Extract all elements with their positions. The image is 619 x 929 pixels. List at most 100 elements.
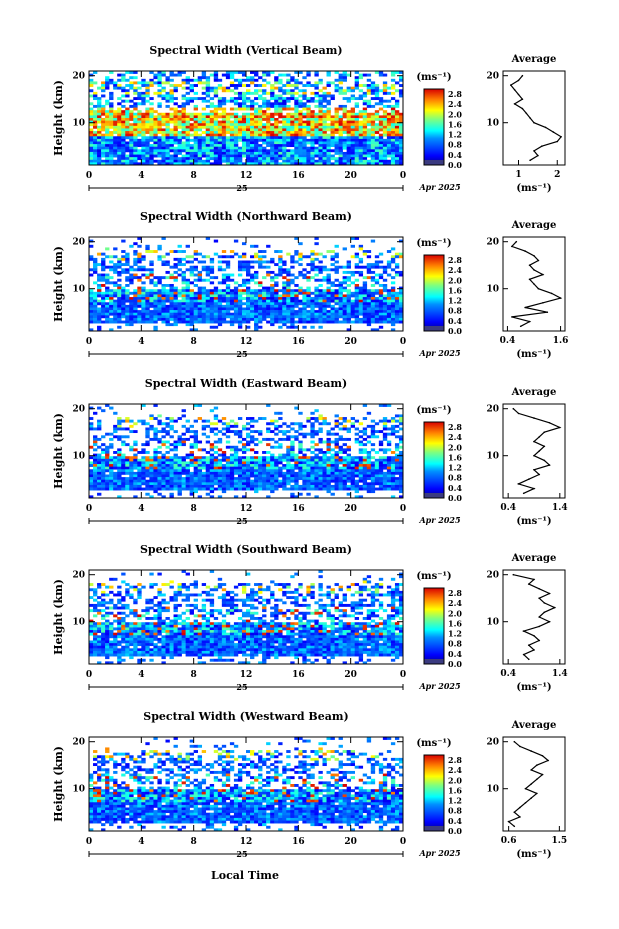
average-profile-point — [528, 478, 530, 481]
avg-x-tick-label: 1.6 — [553, 336, 569, 346]
average-frame — [502, 70, 566, 166]
average-profile-point — [533, 635, 535, 637]
x-tick-label: 0 — [400, 504, 406, 514]
average-profile-point — [533, 487, 535, 490]
x-tick-label: 16 — [292, 670, 305, 680]
average-profile-point — [536, 778, 538, 781]
colorbar — [424, 422, 444, 498]
y-tick-label: 20 — [72, 571, 85, 581]
average-xlabel: (ms⁻¹) — [516, 682, 551, 693]
colorbar — [424, 89, 444, 165]
colorbar-tick-label: 2.4 — [448, 765, 462, 775]
avg-x-tick-label: 0.4 — [500, 503, 516, 513]
avg-y-tick-label: 20 — [486, 571, 499, 581]
average-profile-point — [521, 74, 524, 77]
avg-x-tick-label: 0.6 — [501, 836, 517, 846]
colorbar-unit: (ms⁻¹) — [416, 571, 451, 582]
panel-title: Spectral Width (Southward Beam) — [140, 543, 352, 556]
average-profile-point — [538, 588, 540, 590]
heatmap-field — [89, 570, 404, 665]
colorbar-floor — [424, 826, 444, 831]
average-profile-point — [537, 287, 540, 290]
average-profile-point — [543, 611, 546, 614]
average-profile-point — [522, 653, 525, 656]
date-label: Apr 2025 — [418, 515, 461, 525]
colorbar-tick-label: 0.4 — [448, 649, 462, 659]
heatmap-field — [89, 237, 404, 332]
colorbar-tick-label: 1.6 — [448, 452, 462, 462]
colorbar — [424, 255, 444, 331]
colorbar-floor — [424, 326, 444, 331]
average-profile-point — [543, 445, 546, 448]
avg-x-tick-label: 1 — [515, 170, 521, 180]
x-tick-label: 8 — [191, 171, 197, 181]
average-profile-point — [546, 311, 549, 314]
x-tick-label: 20 — [344, 837, 357, 847]
average-profile-line — [513, 574, 557, 660]
average-profile-point — [529, 159, 531, 162]
y-tick-label: 10 — [72, 452, 85, 462]
average-profile-point — [538, 436, 540, 438]
x-tick-label: 0 — [86, 504, 92, 514]
colorbar-tick-label: 0.0 — [448, 326, 462, 336]
average-profile-point — [550, 292, 553, 295]
x-tick-label: 16 — [292, 837, 305, 847]
y-tick-label: 10 — [72, 285, 85, 295]
average-profile-point — [533, 255, 535, 257]
average-profile-point — [524, 306, 526, 309]
date-label: Apr 2025 — [418, 182, 461, 192]
average-profile-point — [517, 483, 520, 485]
average-xlabel: (ms⁻¹) — [516, 183, 551, 194]
average-profile-point — [538, 639, 540, 642]
heatmap-field — [89, 71, 404, 166]
avg-x-tick-label: 1.4 — [552, 503, 568, 513]
x-tick-label: 0 — [86, 337, 92, 347]
average-profile-point — [519, 325, 522, 328]
average-profile-point — [507, 820, 510, 823]
average-profile-point — [512, 407, 515, 410]
average-title: Average — [511, 387, 557, 398]
average-profile-point — [548, 592, 551, 595]
average-profile-point — [524, 250, 526, 252]
average-frame — [502, 569, 566, 665]
average-profile-point — [524, 802, 527, 804]
average-profile-point — [537, 154, 539, 157]
colorbar-tick-label: 0.4 — [448, 316, 462, 326]
beam-panel-3: Spectral Width (Eastward Beam) 20 10 Height… — [52, 377, 568, 527]
average-profile-point — [559, 426, 561, 429]
x-tick-label: 0 — [86, 171, 92, 181]
average-title: Average — [511, 220, 557, 231]
x-tick-label: 4 — [138, 171, 144, 181]
average-profile-point — [513, 103, 516, 105]
y-tick-label: 20 — [72, 405, 85, 415]
average-profile-point — [556, 140, 559, 143]
colorbar-floor — [424, 493, 444, 498]
y-axis-label: Height (km) — [52, 80, 65, 156]
heatmap-field — [89, 737, 404, 832]
avg-y-tick-label: 20 — [486, 72, 499, 82]
average-profile-point — [536, 792, 538, 795]
colorbar-frame — [423, 754, 445, 832]
average-profile-point — [528, 658, 530, 661]
avg-y-tick-label: 10 — [486, 785, 499, 795]
colorbar-frame — [423, 88, 445, 166]
x-tick-label: 12 — [240, 171, 253, 181]
average-xlabel: (ms⁻¹) — [516, 349, 551, 360]
average-profile-point — [533, 121, 535, 124]
average-profile-point — [519, 816, 521, 818]
colorbar-tick-label: 0.0 — [448, 826, 462, 836]
avg-x-tick-label: 2 — [554, 170, 560, 180]
colorbar-tick-label: 2.4 — [448, 432, 462, 442]
x-tick-label: 8 — [191, 504, 197, 514]
average-profile-point — [521, 98, 524, 100]
average-profile-point — [511, 245, 513, 248]
average-profile-point — [541, 773, 544, 776]
beam-panel-5: Spectral Width (Westward Beam) 20 10 Height… — [52, 710, 567, 860]
average-profile-point — [533, 150, 535, 152]
colorbar-tick-label: 2.8 — [448, 89, 462, 99]
average-profile-point — [522, 492, 525, 495]
average-profile-point — [559, 297, 562, 299]
colorbar-tick-label: 0.8 — [448, 806, 462, 816]
average-profile-point — [548, 422, 551, 424]
average-profile-point — [517, 412, 520, 415]
